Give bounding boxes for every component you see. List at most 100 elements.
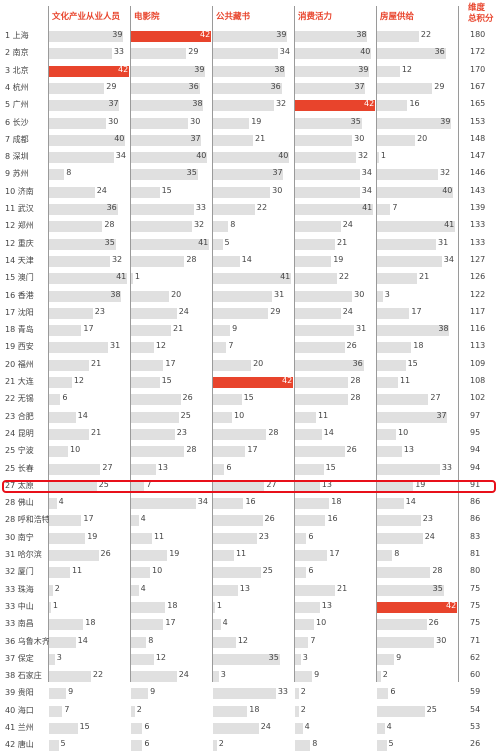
bar-value-label: 34 <box>361 168 372 178</box>
bar <box>131 636 147 648</box>
city-label: 18 青岛 <box>5 325 34 335</box>
bar <box>49 480 97 492</box>
bar-value-label: 33 <box>441 462 453 472</box>
score-header-line-1: 维度 <box>468 3 486 13</box>
bar-value-label: 28 <box>350 393 361 403</box>
bar <box>377 273 417 285</box>
bar-value-label: 15 <box>79 722 90 731</box>
bar <box>213 532 257 544</box>
bar <box>213 411 233 423</box>
city-label: 10 济南 <box>5 186 34 196</box>
city-label: 31 哈尔滨 <box>5 550 42 559</box>
bar-value-label: 29 <box>434 81 445 91</box>
bar <box>295 186 360 198</box>
bar-value-label: 39 <box>358 64 369 74</box>
bar <box>131 290 170 302</box>
bar <box>213 636 236 648</box>
bar <box>49 688 67 700</box>
bar-value-label: 34 <box>279 47 290 57</box>
bar-value-label: 29 <box>106 81 117 91</box>
bar <box>213 186 271 198</box>
bar-value-label: 29 <box>270 306 281 316</box>
bar-value-label: 33 <box>113 47 125 57</box>
bar <box>295 584 335 596</box>
total-score: 117 <box>470 306 486 316</box>
bar <box>131 238 210 250</box>
bar-value-label: 24 <box>424 531 435 541</box>
bar <box>295 325 355 337</box>
bar-value-label: 20 <box>417 133 428 143</box>
city-label: 9 苏州 <box>5 169 29 179</box>
bar <box>213 65 286 77</box>
bar <box>213 394 242 406</box>
bar <box>295 636 309 648</box>
bar <box>377 82 433 94</box>
bar-value-label: 9 <box>314 670 320 680</box>
bar-value-label: 1 <box>380 151 386 161</box>
bar-value-label: 21 <box>91 427 102 437</box>
bar <box>295 169 360 181</box>
bar-value-label: 4 <box>222 618 228 628</box>
bar <box>295 463 324 475</box>
bar-value-label: 22 <box>92 670 104 680</box>
bar <box>131 117 189 129</box>
bar <box>377 619 427 631</box>
table-row: 23 合肥 14 25 10 11 37 97 <box>0 409 500 426</box>
bar-value-label: 17 <box>247 445 258 455</box>
bar <box>377 394 429 406</box>
city-label: 21 大连 <box>5 377 34 386</box>
city-label: 38 石家庄 <box>5 671 42 681</box>
bar-value-label: 3 <box>302 652 308 662</box>
total-score: 127 <box>470 254 486 264</box>
city-label: 37 保定 <box>5 653 34 663</box>
bar-value-label: 17 <box>329 549 340 558</box>
bar <box>295 255 332 267</box>
bar <box>213 515 263 527</box>
bar-value-label: 21 <box>91 358 102 368</box>
bar <box>49 705 63 717</box>
city-label: 22 无锡 <box>5 394 34 404</box>
bar-value-label: 6 <box>62 393 68 403</box>
bar-value-label: 17 <box>83 514 94 524</box>
bar <box>295 65 370 77</box>
bar <box>49 31 124 42</box>
bar-value-label: 40 <box>196 151 207 161</box>
bar <box>49 134 126 146</box>
city-label: 33 中山 <box>5 601 34 611</box>
bar-value-label: 14 <box>77 635 88 645</box>
bar <box>49 619 84 631</box>
bar <box>377 255 442 267</box>
bar <box>295 377 349 388</box>
city-label: 32 厦门 <box>5 567 34 577</box>
bar-value-label: 23 <box>176 427 187 437</box>
bar-value-label: 41 <box>116 272 127 282</box>
column-header-1: 电影院 <box>134 12 160 22</box>
total-score: 94 <box>470 445 481 455</box>
city-label: 28 佛山 <box>5 498 34 508</box>
bar <box>377 238 437 250</box>
bar-value-label: 18 <box>331 497 342 507</box>
bar-value-label: 27 <box>266 479 277 489</box>
city-label: 19 西安 <box>5 342 34 352</box>
bar <box>213 359 252 371</box>
bar <box>213 204 255 215</box>
bar <box>377 221 456 233</box>
bar <box>49 100 120 112</box>
table-row: 33 南昌 18 17 4 10 26 75 <box>0 616 500 633</box>
table-row: 12 重庆 35 41 5 21 31 133 <box>0 236 500 253</box>
city-label: 11 武汉 <box>5 204 34 213</box>
table-row: 22 无锡 6 26 15 28 27 102 <box>0 391 500 408</box>
bar <box>295 82 366 94</box>
bar-value-label: 7 <box>310 635 316 645</box>
bar-value-label: 13 <box>321 479 332 489</box>
total-score: 143 <box>470 185 486 195</box>
bar-value-label: 6 <box>144 739 150 749</box>
table-row: 2 南京 33 29 34 40 36 172 <box>0 45 500 62</box>
bar <box>131 152 208 164</box>
table-row: 18 青岛 17 21 9 31 38 116 <box>0 322 500 339</box>
bar <box>295 394 349 406</box>
bar-value-label: 37 <box>272 168 283 178</box>
city-label: 3 北京 <box>5 65 29 75</box>
bar-value-label: 40 <box>114 133 125 143</box>
bar-value-label: 10 <box>234 410 245 420</box>
